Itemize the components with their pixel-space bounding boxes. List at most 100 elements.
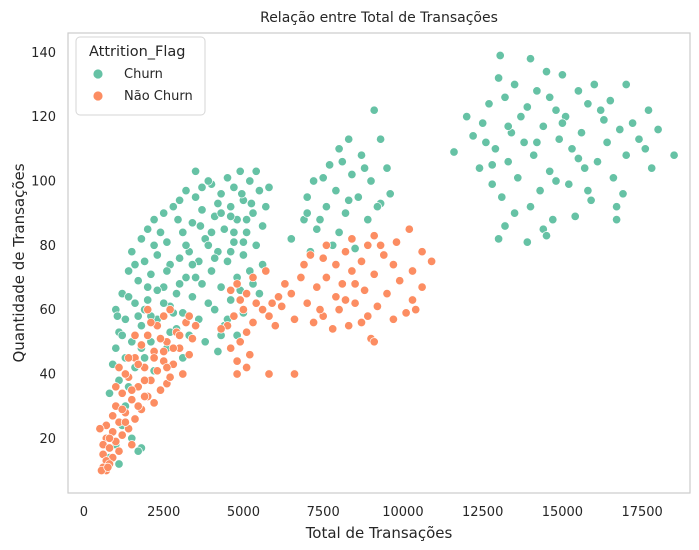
data-point — [120, 314, 130, 324]
data-point — [238, 250, 248, 260]
data-point — [497, 192, 507, 202]
data-point — [219, 224, 229, 234]
data-point — [140, 256, 150, 266]
data-point — [548, 215, 558, 225]
data-point — [242, 215, 252, 225]
data-point — [299, 260, 309, 270]
data-point — [168, 343, 178, 353]
data-point — [503, 157, 513, 167]
data-point — [130, 330, 140, 340]
data-point — [245, 176, 255, 186]
data-point — [344, 134, 354, 144]
data-point — [321, 272, 331, 283]
data-point — [302, 192, 312, 202]
data-point — [573, 153, 583, 164]
data-point — [487, 179, 497, 189]
data-point — [602, 137, 612, 147]
data-point — [583, 186, 593, 196]
data-point — [127, 247, 137, 257]
data-point — [360, 163, 370, 173]
data-point — [245, 350, 255, 360]
data-point — [175, 279, 185, 289]
data-point — [143, 295, 153, 305]
data-point — [608, 173, 618, 183]
data-point — [197, 279, 207, 289]
data-point — [407, 295, 418, 305]
data-point — [541, 231, 552, 241]
data-point — [449, 147, 459, 157]
data-point — [213, 198, 223, 209]
data-point — [143, 330, 153, 340]
y-tick-label: 100 — [31, 174, 56, 189]
data-point — [143, 224, 153, 234]
data-point — [280, 279, 290, 289]
data-point — [133, 359, 143, 369]
data-point — [140, 375, 150, 385]
data-point — [557, 118, 567, 128]
legend-label-nao-churn: Não Churn — [124, 89, 193, 104]
data-point — [669, 150, 679, 160]
data-point — [360, 285, 370, 295]
data-point — [173, 215, 183, 225]
data-point — [229, 237, 239, 247]
data-point — [573, 86, 583, 96]
data-point — [181, 272, 191, 283]
data-point — [261, 202, 271, 212]
data-point — [251, 240, 261, 250]
data-point — [404, 224, 414, 234]
data-point — [104, 388, 115, 398]
data-point — [580, 163, 590, 173]
data-point — [369, 269, 379, 279]
data-point — [325, 160, 335, 170]
data-point — [334, 227, 344, 237]
data-point — [133, 446, 143, 456]
data-point — [195, 221, 205, 231]
data-point — [344, 321, 354, 331]
chart-title: Relação entre Total de Transações — [260, 10, 498, 26]
data-point — [532, 137, 542, 147]
y-tick-label: 140 — [31, 46, 56, 61]
data-point — [347, 266, 357, 276]
data-point — [513, 173, 523, 183]
data-point — [152, 366, 162, 376]
data-point — [376, 134, 386, 144]
data-point — [519, 137, 529, 147]
data-point — [191, 272, 201, 283]
data-point — [178, 227, 188, 237]
data-point — [628, 118, 638, 128]
x-tick-label: 7500 — [307, 505, 340, 520]
data-point — [525, 202, 536, 212]
data-point — [258, 305, 268, 315]
data-point — [481, 137, 491, 147]
data-point — [340, 247, 351, 257]
data-point — [653, 124, 663, 135]
data-point — [500, 221, 510, 231]
data-point — [181, 186, 191, 196]
data-point — [490, 144, 500, 154]
data-point — [286, 289, 296, 299]
data-point — [120, 369, 130, 379]
data-point — [337, 157, 347, 167]
data-point — [248, 272, 258, 283]
data-point — [175, 195, 185, 205]
data-point — [372, 301, 382, 311]
data-point — [117, 404, 127, 414]
data-point — [270, 321, 280, 331]
data-point — [567, 144, 577, 154]
x-tick-label: 15000 — [542, 505, 583, 520]
data-point — [551, 176, 561, 186]
data-point — [127, 440, 137, 450]
data-point — [162, 362, 172, 373]
data-point — [111, 382, 121, 392]
data-point — [391, 237, 402, 247]
data-point — [242, 362, 252, 373]
x-tick-label: 0 — [80, 505, 88, 520]
data-point — [124, 292, 134, 302]
data-point — [149, 398, 159, 408]
data-point — [140, 391, 150, 402]
x-tick-label: 17500 — [621, 505, 662, 520]
data-point — [146, 317, 156, 328]
data-point — [175, 253, 185, 263]
data-point — [114, 446, 124, 456]
y-tick-label: 60 — [39, 303, 56, 318]
